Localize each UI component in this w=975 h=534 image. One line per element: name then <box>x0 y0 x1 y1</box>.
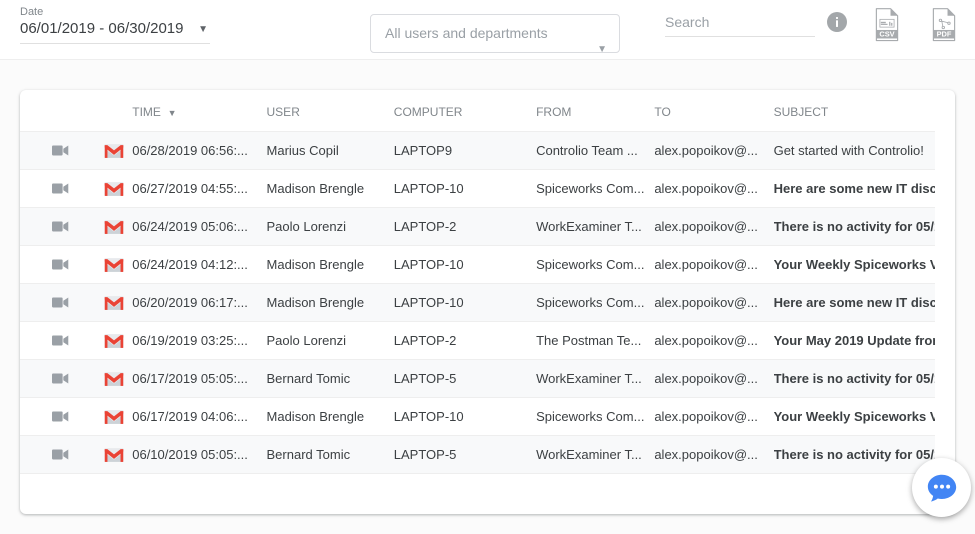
svg-text:PDF: PDF <box>937 30 952 39</box>
svg-text:CSV: CSV <box>879 30 894 39</box>
